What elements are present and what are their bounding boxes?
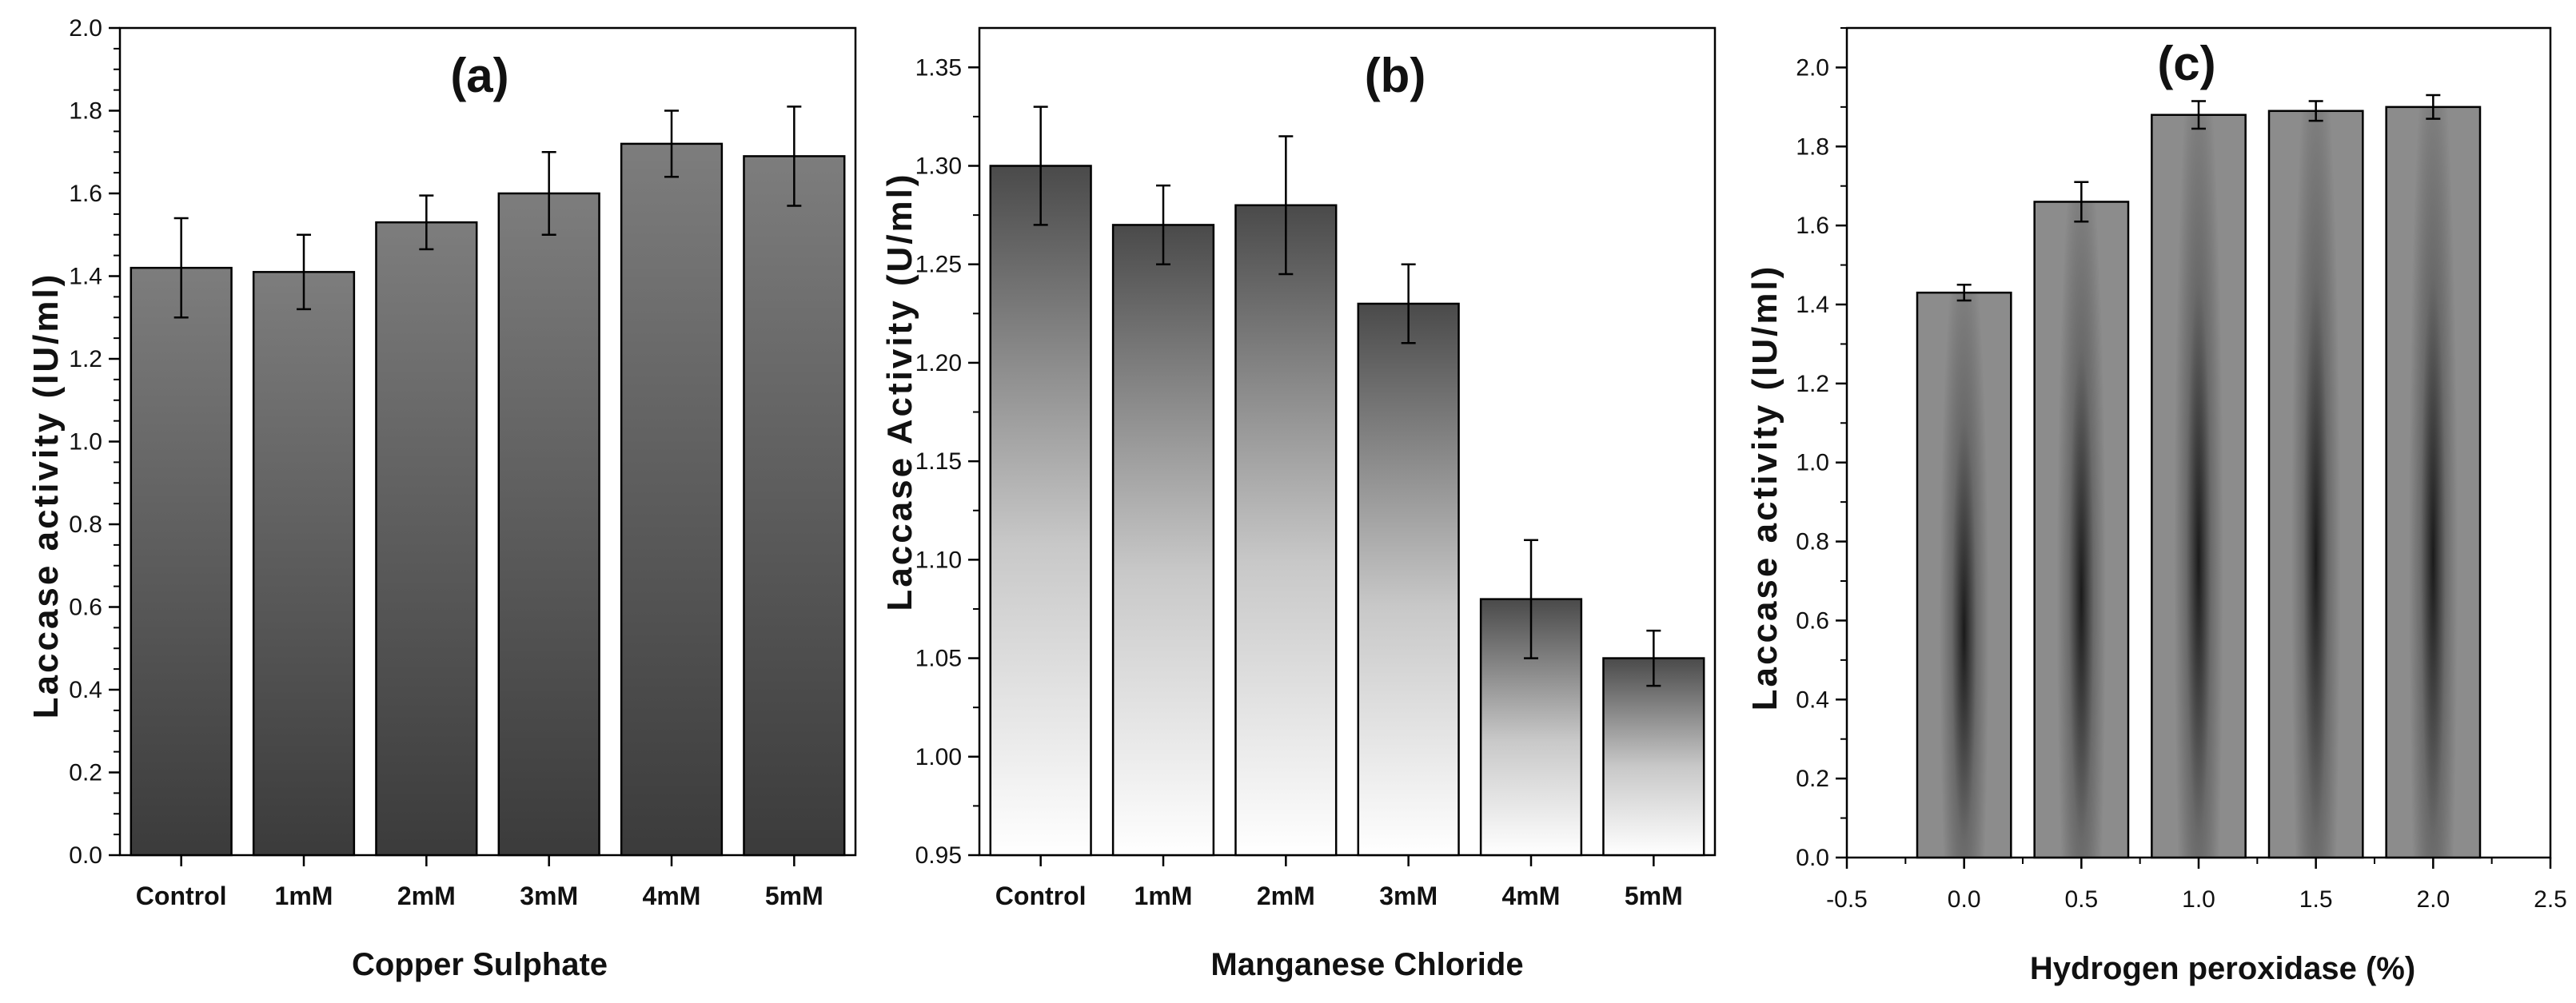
- panel-c-ytick-label: 0.6: [1796, 607, 1829, 634]
- panel-b-ytick-label: 0.95: [915, 842, 962, 869]
- panel-b-title: (b): [1365, 49, 1426, 102]
- panel-b-ytick-label: 1.30: [915, 153, 962, 180]
- panel-b-ytick-label: 1.10: [915, 547, 962, 573]
- panel-a-xtick-label: 1mM: [275, 882, 333, 910]
- plot-layer: 0.0 0.2 0.4 0.6 0.8 1.0 1.2 1.4 1.6 1.8 2.0 Control…: [69, 15, 2567, 913]
- panel-a-ytick-label: 0.8: [69, 511, 102, 538]
- panel-a-bar: [375, 221, 478, 857]
- panel-c-xtick-label: -0.5: [1826, 886, 1868, 913]
- panel-a-xtick-label: Control: [136, 882, 227, 910]
- panel-c-ylabel: Laccase activity (IU/ml): [1745, 265, 1784, 711]
- panel-c-bar: [1916, 291, 2012, 859]
- panel-c-xtick-label: 1.0: [2182, 886, 2215, 913]
- panel-a-bar: [743, 155, 846, 857]
- panel-a-xtick-label: 4mM: [643, 882, 701, 910]
- panel-b-xtick-label: 3mM: [1379, 882, 1438, 910]
- panel-a-ytick-label: 1.4: [69, 264, 102, 290]
- panel-b-bar: [1602, 657, 1705, 857]
- panel-a-bar: [620, 142, 724, 857]
- panel-b-xtick-label: 4mM: [1502, 882, 1561, 910]
- panel-c-ytick-label: 1.0: [1796, 450, 1829, 476]
- panel-c-bar: [2267, 109, 2364, 859]
- panel-b-ylabel: Laccase Activity (U/ml): [880, 172, 919, 611]
- panel-a-xtick-label: 2mM: [397, 882, 456, 910]
- panel-c-xlabel: Hydrogen peroxidase (%): [2030, 951, 2415, 986]
- panel-a-ylabel: Laccase activity (IU/ml): [26, 273, 66, 719]
- panel-b-bar: [1111, 224, 1215, 857]
- panel-a-ytick-label: 1.2: [69, 346, 102, 372]
- panel-a-ytick-label: 0.6: [69, 595, 102, 621]
- panel-c-ytick-label: 2.0: [1796, 54, 1829, 81]
- panel-c-ytick-label: 1.8: [1796, 133, 1829, 160]
- panel-b-ytick-label: 1.20: [915, 350, 962, 376]
- panel-a-ytick-label: 1.0: [69, 429, 102, 456]
- panel-a-xtick-label: 3mM: [520, 882, 578, 910]
- panel-c-title: (c): [2157, 37, 2215, 90]
- panel-c-ytick-label: 1.6: [1796, 213, 1829, 239]
- panel-a-ytick-label: 1.8: [69, 98, 102, 125]
- panel-a-bar: [130, 266, 233, 857]
- panel-b-ytick-label: 1.35: [915, 54, 962, 81]
- panel-c-bar: [2385, 105, 2482, 859]
- panel-b-xtick-label: 5mM: [1625, 882, 1683, 910]
- panel-b-bar: [1234, 204, 1338, 857]
- panel-c-ytick-label: 0.0: [1796, 845, 1829, 871]
- panel-a-bar: [497, 192, 600, 857]
- panel-a-bar: [252, 271, 356, 857]
- panel-b-xtick-label: 2mM: [1257, 882, 1315, 910]
- panel-b-xtick-label: 1mM: [1134, 882, 1193, 910]
- panel-a-xtick-label: 5mM: [765, 882, 823, 910]
- panel-b-bar: [1357, 302, 1460, 857]
- panel-c-bar: [2033, 201, 2130, 859]
- panel-b-xlabel: Manganese Chloride: [1210, 947, 1523, 982]
- panel-c-xtick-label: 0.0: [1948, 886, 1981, 913]
- panel-b-ytick-label: 1.25: [915, 252, 962, 278]
- panel-a-ytick-label: 1.6: [69, 181, 102, 207]
- panel-c-xtick-label: 0.5: [2064, 886, 2098, 913]
- panel-c-ytick-label: 0.4: [1796, 687, 1829, 713]
- panel-a-ytick-label: 2.0: [69, 15, 102, 42]
- panel-c-ytick-label: 1.4: [1796, 292, 1829, 318]
- panel-b-ytick-label: 1.00: [915, 744, 962, 770]
- panel-c-ytick-label: 1.2: [1796, 371, 1829, 397]
- panel-a-xlabel: Copper Sulphate: [352, 947, 608, 982]
- panel-c-xtick-label: 1.5: [2299, 886, 2333, 913]
- panel-a-ytick-label: 0.4: [69, 677, 102, 703]
- panel-a-ytick-label: 0.0: [69, 842, 102, 869]
- panel-b-xtick-label: Control: [995, 882, 1087, 910]
- panel-c-xtick-label: 2.5: [2534, 886, 2567, 913]
- panel-b-bar: [989, 165, 1092, 857]
- panel-c-xtick-label: 2.0: [2416, 886, 2450, 913]
- panel-b-ytick-label: 1.05: [915, 646, 962, 672]
- panel-c-ytick-label: 0.2: [1796, 766, 1829, 792]
- panel-b-axis-frame: [978, 26, 1717, 857]
- panel-c-bar: [2151, 113, 2247, 859]
- panel-a-ytick-label: 0.2: [69, 760, 102, 786]
- panel-c-ytick-label: 0.8: [1796, 529, 1829, 555]
- panel-a-title: (a): [450, 49, 508, 102]
- panel-b-ytick-label: 1.15: [915, 448, 962, 475]
